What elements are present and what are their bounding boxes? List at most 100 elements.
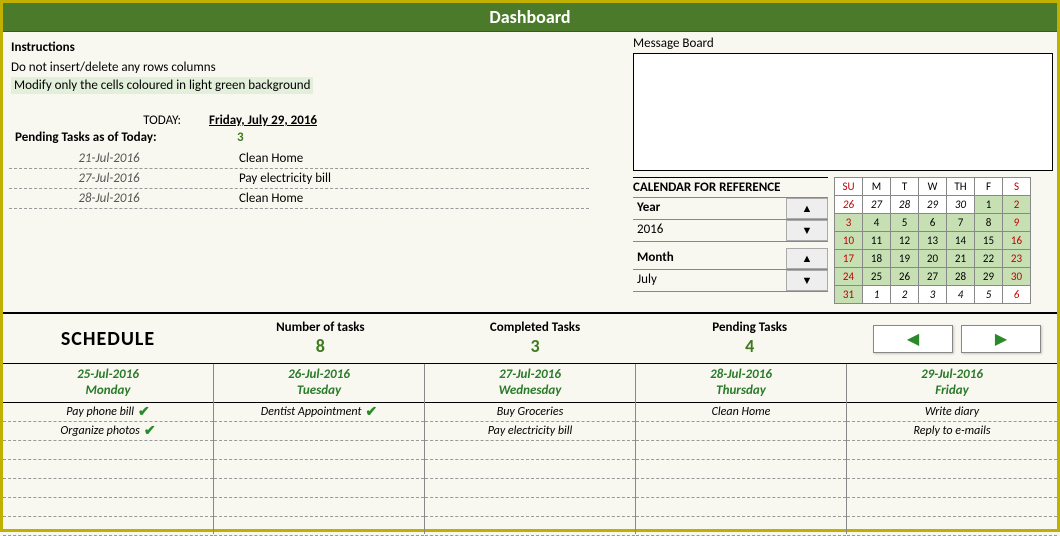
- cal-day-cell[interactable]: 3: [835, 214, 863, 232]
- schedule-task-cell[interactable]: [847, 479, 1057, 498]
- cal-day-header: SU: [835, 178, 863, 196]
- schedule-task-cell[interactable]: [847, 441, 1057, 460]
- schedule-task-cell[interactable]: [425, 479, 635, 498]
- cal-day-cell[interactable]: 23: [1003, 250, 1031, 268]
- schedule-task-cell[interactable]: Pay electricity bill: [425, 422, 635, 441]
- schedule-task-cell[interactable]: Dentist Appointment✔: [214, 403, 424, 422]
- cal-day-cell[interactable]: 28: [947, 268, 975, 286]
- schedule-task-cell[interactable]: [425, 498, 635, 517]
- cal-day-cell[interactable]: 4: [947, 286, 975, 304]
- cal-day-cell[interactable]: 27: [919, 268, 947, 286]
- cal-day-cell[interactable]: 6: [919, 214, 947, 232]
- prev-week-button[interactable]: ◀: [873, 325, 953, 353]
- cal-day-cell[interactable]: 27: [863, 196, 891, 214]
- pending-task-row: 21-Jul-2016Clean Home: [9, 149, 589, 169]
- cal-day-cell[interactable]: 9: [1003, 214, 1031, 232]
- cal-day-cell[interactable]: 15: [975, 232, 1003, 250]
- message-board-input[interactable]: [633, 53, 1053, 171]
- cal-day-cell[interactable]: 11: [863, 232, 891, 250]
- schedule-task-cell[interactable]: [847, 460, 1057, 479]
- schedule-task-cell[interactable]: [214, 422, 424, 441]
- schedule-task-cell[interactable]: [214, 479, 424, 498]
- schedule-task-cell[interactable]: [636, 422, 846, 441]
- schedule-task-cell[interactable]: [214, 460, 424, 479]
- cal-day-cell[interactable]: 31: [835, 286, 863, 304]
- pending-task-date: 21-Jul-2016: [9, 151, 209, 166]
- schedule-task-cell[interactable]: [847, 498, 1057, 517]
- cal-day-cell[interactable]: 22: [975, 250, 1003, 268]
- schedule-task-cell[interactable]: [636, 517, 846, 536]
- schedule-task-cell[interactable]: [636, 460, 846, 479]
- cal-day-cell[interactable]: 29: [975, 268, 1003, 286]
- calendar-ref-title: CALENDAR FOR REFERENCE: [633, 177, 828, 198]
- month-spinner-up[interactable]: ▲: [786, 248, 828, 269]
- cal-day-cell[interactable]: 14: [947, 232, 975, 250]
- cal-day-cell[interactable]: 30: [947, 196, 975, 214]
- schedule-task-cell[interactable]: Clean Home: [636, 403, 846, 422]
- schedule-task-cell[interactable]: [3, 460, 213, 479]
- schedule-task-cell[interactable]: [3, 498, 213, 517]
- cal-day-cell[interactable]: 26: [835, 196, 863, 214]
- cal-day-cell[interactable]: 21: [947, 250, 975, 268]
- cal-day-cell[interactable]: 19: [891, 250, 919, 268]
- cal-day-cell[interactable]: 28: [891, 196, 919, 214]
- schedule-task-cell[interactable]: [3, 479, 213, 498]
- schedule-task-text: Dentist Appointment: [261, 405, 362, 419]
- year-spinner-down[interactable]: ▼: [786, 220, 828, 241]
- schedule-task-cell[interactable]: Reply to e-mails: [847, 422, 1057, 441]
- cal-day-cell[interactable]: 26: [891, 268, 919, 286]
- schedule-task-cell[interactable]: Organize photos✔: [3, 422, 213, 441]
- month-spinner-down[interactable]: ▼: [786, 270, 828, 291]
- schedule-task-cell[interactable]: [3, 517, 213, 536]
- cal-day-cell[interactable]: 12: [891, 232, 919, 250]
- schedule-task-cell[interactable]: [425, 460, 635, 479]
- schedule-task-cell[interactable]: Write diary: [847, 403, 1057, 422]
- next-week-button[interactable]: ▶: [961, 325, 1041, 353]
- cal-day-cell[interactable]: 7: [947, 214, 975, 232]
- cal-day-cell[interactable]: 20: [919, 250, 947, 268]
- schedule-task-cell[interactable]: Buy Groceries: [425, 403, 635, 422]
- cal-day-cell[interactable]: 30: [1003, 268, 1031, 286]
- cal-day-cell[interactable]: 16: [1003, 232, 1031, 250]
- cal-day-cell[interactable]: 25: [863, 268, 891, 286]
- schedule-task-cell[interactable]: [214, 517, 424, 536]
- cal-day-cell[interactable]: 24: [835, 268, 863, 286]
- schedule-day-column: 27-Jul-2016WednesdayBuy GroceriesPay ele…: [425, 364, 636, 534]
- schedule-task-cell[interactable]: [3, 441, 213, 460]
- schedule-task-cell[interactable]: [214, 498, 424, 517]
- cal-day-cell[interactable]: 6: [1003, 286, 1031, 304]
- cal-day-cell[interactable]: 17: [835, 250, 863, 268]
- cal-day-cell[interactable]: 13: [919, 232, 947, 250]
- year-spinner-up[interactable]: ▲: [786, 198, 828, 219]
- cal-day-header: TH: [947, 178, 975, 196]
- schedule-task-cell[interactable]: [636, 441, 846, 460]
- schedule-day-column: 28-Jul-2016ThursdayClean Home: [636, 364, 847, 534]
- cal-day-cell[interactable]: 2: [891, 286, 919, 304]
- cal-day-cell[interactable]: 4: [863, 214, 891, 232]
- year-value[interactable]: 2016: [633, 220, 786, 241]
- schedule-task-cell[interactable]: [636, 498, 846, 517]
- cal-day-cell[interactable]: 1: [975, 196, 1003, 214]
- schedule-day-header: 25-Jul-2016Monday: [3, 364, 213, 403]
- cal-day-cell[interactable]: 5: [975, 286, 1003, 304]
- schedule-task-cell[interactable]: [425, 517, 635, 536]
- schedule-task-text: Clean Home: [712, 405, 771, 419]
- check-icon: ✔: [144, 422, 156, 439]
- cal-day-cell[interactable]: 1: [863, 286, 891, 304]
- schedule-task-cell[interactable]: [847, 517, 1057, 536]
- schedule-task-cell[interactable]: Pay phone bill✔: [3, 403, 213, 422]
- mini-calendar: SUMTWTHFS2627282930123456789101112131415…: [834, 177, 1031, 304]
- cal-day-cell[interactable]: 2: [1003, 196, 1031, 214]
- cal-day-cell[interactable]: 3: [919, 286, 947, 304]
- cal-day-cell[interactable]: 10: [835, 232, 863, 250]
- schedule-task-cell[interactable]: [214, 441, 424, 460]
- schedule-day-header: 26-Jul-2016Tuesday: [214, 364, 424, 403]
- cal-day-cell[interactable]: 18: [863, 250, 891, 268]
- month-value[interactable]: July: [633, 270, 786, 291]
- schedule-day-column: 29-Jul-2016FridayWrite diaryReply to e-m…: [847, 364, 1057, 534]
- cal-day-cell[interactable]: 8: [975, 214, 1003, 232]
- cal-day-cell[interactable]: 29: [919, 196, 947, 214]
- schedule-task-cell[interactable]: [636, 479, 846, 498]
- cal-day-cell[interactable]: 5: [891, 214, 919, 232]
- schedule-task-cell[interactable]: [425, 441, 635, 460]
